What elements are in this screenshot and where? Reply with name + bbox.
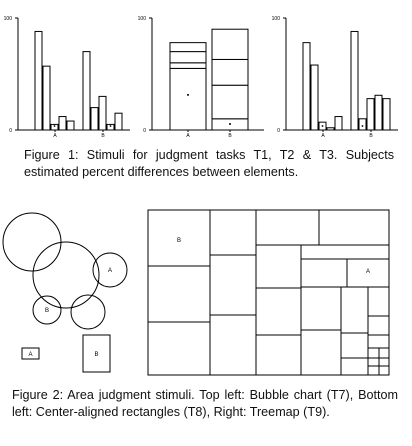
x-label-a: A [186,133,190,139]
figure2-caption: Figure 2: Area judgment stimuli. Top lef… [12,388,398,419]
y-tick-label-min: 0 [9,128,12,134]
bar [302,42,311,131]
rect-label-b: B [94,352,98,358]
rect-a [21,347,40,360]
y-tick-label-min: 0 [277,128,280,134]
bar [90,107,99,131]
y-tick-label-max: 100 [138,16,147,22]
treemap-frame [147,209,390,376]
bubble [92,252,128,288]
y-tick-label-min: 0 [143,128,146,134]
bubble-label-a: A [108,268,112,274]
bar [42,65,51,131]
marked-dot [109,125,112,127]
rect-b [82,334,111,373]
bar [366,98,375,131]
stack-0-segment [169,42,207,53]
y-tick-label-max: 100 [4,16,13,22]
bubble [2,212,62,272]
stack-1-segment [211,28,249,60]
bubble-label-b: B [45,308,49,314]
bar [82,51,91,131]
rect-label-a: A [28,352,32,358]
x-label-a: A [53,133,57,139]
stack-0-segment [169,51,207,64]
x-label-b: B [228,133,232,139]
y-tick-label-max: 100 [272,16,281,22]
bar [374,94,383,131]
bubble [32,241,100,309]
chart-T1: 100 0 A B [4,16,130,139]
bar [106,123,115,131]
chart-T3: 100 0 A B [272,16,398,139]
marked-dot [229,123,231,125]
bar [114,112,123,131]
marked-dot [321,125,324,127]
x-label-a: A [321,133,325,139]
stack-0-segment [169,62,207,69]
treemap-label-a: A [366,269,370,275]
treemap-label-b: B [177,238,181,244]
stack-1-segment [211,58,249,86]
bar [382,98,391,131]
x-label-b: B [369,133,373,139]
bar [58,116,67,131]
marked-dot [361,125,364,127]
bar [310,64,319,131]
marked-dot [187,93,189,96]
x-label-b: B [101,133,105,139]
figure1-charts: 100 0 A B 100 0 A B 100 0 A B [4,16,398,139]
bar [66,120,75,131]
chart-T2: 100 0 A B [138,16,264,139]
bar [98,95,107,131]
figure2-graphics: A B A B B A [2,209,390,376]
stack-1-segment [211,84,249,120]
stack-0-segment [169,67,207,131]
bar [358,118,367,131]
bar [350,30,359,131]
marked-dot [53,125,56,127]
bar [326,127,335,131]
bar [334,116,343,131]
figure1-caption: Figure 1: Stimuli for judgment tasks T1,… [24,148,394,179]
bar [34,30,43,131]
bubble [32,295,62,325]
bubble [70,294,106,330]
